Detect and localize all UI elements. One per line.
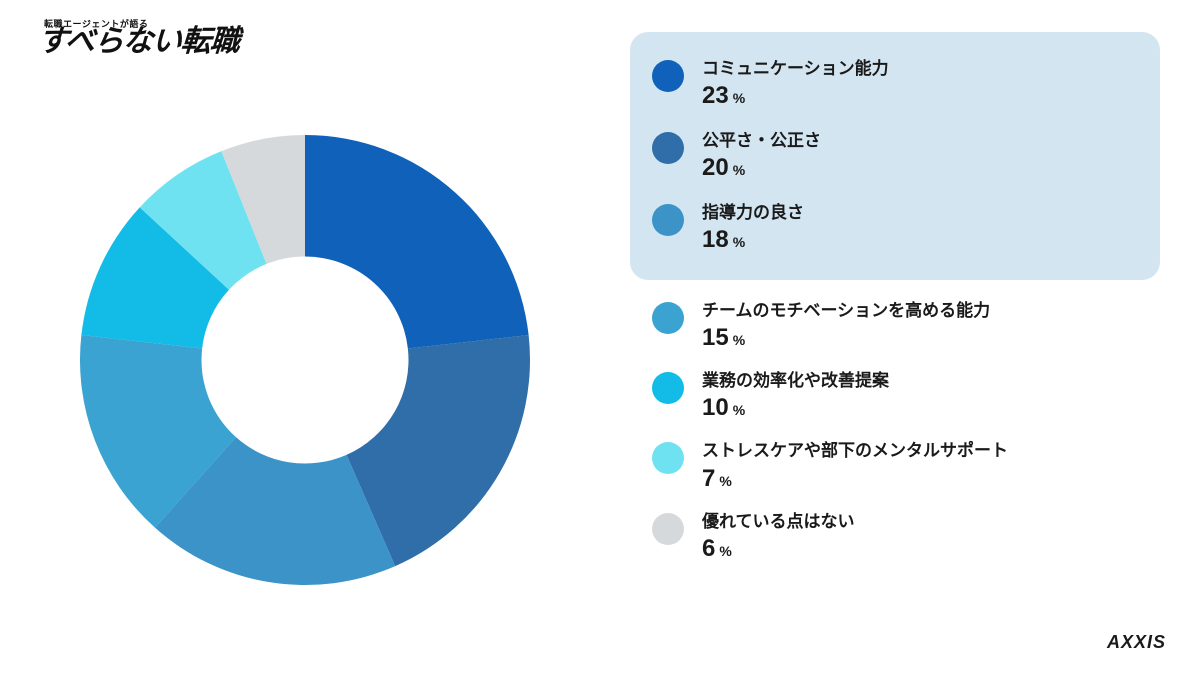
legend-value-suffix: % — [733, 162, 745, 178]
legend-item: 公平さ・公正さ20% — [652, 122, 1138, 194]
legend-text: 優れている点はない6% — [702, 511, 1138, 563]
legend-text: 指導力の良さ18% — [702, 202, 1138, 254]
legend-value: 6% — [702, 535, 1138, 563]
legend-swatch — [652, 302, 684, 334]
legend-value: 10% — [702, 394, 1138, 422]
legend-label: ストレスケアや部下のメンタルサポート — [702, 440, 1138, 462]
legend-rest: チームのモチベーションを高める能力15%業務の効率化や改善提案10%ストレスケア… — [630, 294, 1160, 574]
footer-brand: AXXIS — [1107, 632, 1166, 653]
legend-label: 指導力の良さ — [702, 202, 1138, 224]
legend-label: 業務の効率化や改善提案 — [702, 370, 1138, 392]
legend-label: コミュニケーション能力 — [702, 58, 1138, 80]
legend-value-number: 15 — [702, 324, 729, 351]
logo-brand: すべらない転職 — [37, 27, 240, 57]
legend-value: 18% — [702, 226, 1138, 254]
legend-swatch — [652, 442, 684, 474]
legend-label: 優れている点はない — [702, 511, 1138, 533]
legend-item: コミュニケーション能力23% — [652, 50, 1138, 122]
legend-value-number: 23 — [702, 82, 729, 109]
legend-value: 20% — [702, 154, 1138, 182]
legend-swatch — [652, 513, 684, 545]
legend-text: ストレスケアや部下のメンタルサポート 7% — [702, 440, 1138, 492]
legend-text: コミュニケーション能力23% — [702, 58, 1138, 110]
legend-value-number: 20 — [702, 154, 729, 181]
legend-item: ストレスケアや部下のメンタルサポート 7% — [630, 434, 1160, 504]
legend-value-number: 10 — [702, 394, 729, 421]
legend-item: 指導力の良さ18% — [652, 194, 1138, 266]
legend-value-suffix: % — [733, 90, 745, 106]
legend-value-number: 18 — [702, 226, 729, 253]
legend-item: 業務の効率化や改善提案10% — [630, 364, 1160, 434]
page-root: 転職エージェントが語る すべらない転職 コミュニケーション能力23%公平さ・公正… — [0, 0, 1200, 675]
legend-swatch — [652, 204, 684, 236]
donut-chart — [80, 135, 530, 585]
legend-value-number: 7 — [702, 465, 715, 492]
legend-item: 優れている点はない6% — [630, 505, 1160, 575]
site-logo: 転職エージェントが語る すべらない転職 — [38, 20, 239, 57]
legend-text: 業務の効率化や改善提案10% — [702, 370, 1138, 422]
legend-swatch — [652, 60, 684, 92]
legend-value-suffix: % — [719, 543, 731, 559]
donut-slice — [305, 135, 529, 349]
legend-swatch — [652, 372, 684, 404]
legend-value-suffix: % — [719, 473, 731, 489]
donut-svg — [80, 135, 530, 585]
legend: コミュニケーション能力23%公平さ・公正さ20%指導力の良さ18% チームのモチ… — [630, 32, 1160, 575]
legend-item: チームのモチベーションを高める能力15% — [630, 294, 1160, 364]
legend-value-suffix: % — [733, 332, 745, 348]
legend-swatch — [652, 132, 684, 164]
legend-text: 公平さ・公正さ20% — [702, 130, 1138, 182]
legend-value: 7% — [702, 465, 1138, 493]
legend-highlight-box: コミュニケーション能力23%公平さ・公正さ20%指導力の良さ18% — [630, 32, 1160, 280]
legend-value-number: 6 — [702, 535, 715, 562]
legend-value: 23% — [702, 82, 1138, 110]
legend-label: 公平さ・公正さ — [702, 130, 1138, 152]
legend-text: チームのモチベーションを高める能力15% — [702, 300, 1138, 352]
legend-value: 15% — [702, 324, 1138, 352]
legend-label: チームのモチベーションを高める能力 — [702, 300, 1138, 322]
legend-value-suffix: % — [733, 234, 745, 250]
legend-value-suffix: % — [733, 402, 745, 418]
